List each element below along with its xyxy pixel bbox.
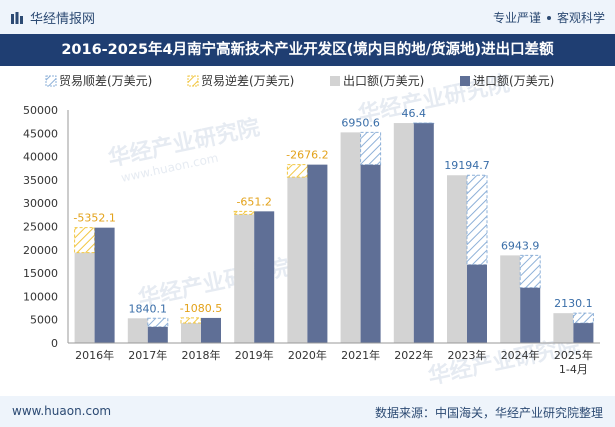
legend-label: 进口额(万美元) bbox=[473, 74, 554, 88]
y-tick-label: 35000 bbox=[23, 174, 58, 187]
y-tick-label: 20000 bbox=[23, 244, 58, 257]
x-axis: 2016年 2017年 2018年 2019年 2020年 2021年 2022年 2023年… bbox=[68, 342, 600, 376]
import-bar bbox=[520, 287, 541, 343]
import-bar bbox=[254, 211, 275, 343]
x-tick-label: 2022年 bbox=[394, 348, 433, 362]
import-bar bbox=[413, 123, 434, 343]
balance-label: -2676.2 bbox=[286, 149, 328, 162]
x-tick-label: 2018年 bbox=[182, 348, 221, 362]
x-tick-label: 2021年 bbox=[341, 348, 380, 362]
balance-label: 6943.9 bbox=[501, 239, 540, 252]
export-bar bbox=[287, 177, 308, 343]
x-tick-label: 2017年 bbox=[128, 348, 167, 362]
x-tick-label: 2025年 1-4月 bbox=[554, 348, 593, 376]
import-bar bbox=[147, 326, 168, 343]
balance-label: 19194.7 bbox=[444, 159, 490, 172]
brand: 华经情报网 bbox=[10, 8, 95, 27]
export-bar bbox=[234, 214, 255, 343]
legend-label: 贸易逆差(万美元) bbox=[201, 73, 294, 88]
separator-dot-icon bbox=[546, 15, 551, 20]
balance-label: 1840.1 bbox=[129, 302, 168, 315]
brand-name: 华经情报网 bbox=[30, 12, 96, 27]
y-tick-label: 40000 bbox=[23, 151, 58, 164]
import-bar bbox=[307, 164, 328, 343]
footer-bar: www.huaon.com 数据来源：中国海关，华经产业研究院整理 bbox=[0, 396, 615, 427]
deficit-bar bbox=[74, 227, 96, 254]
header-tag-1: 专业严谨 bbox=[492, 11, 541, 25]
export-bar bbox=[181, 322, 201, 343]
export-bar bbox=[447, 175, 467, 343]
legend-swatch bbox=[45, 75, 57, 87]
export-bar bbox=[500, 255, 521, 343]
export-bar bbox=[74, 252, 95, 343]
surplus-bar bbox=[360, 131, 382, 166]
legend-label: 贸易顺差(万美元) bbox=[59, 74, 152, 88]
x-tick-label: 2020年 bbox=[288, 348, 327, 362]
bars bbox=[74, 122, 594, 343]
x-tick-label: 2023年 bbox=[448, 348, 487, 362]
surplus-bar bbox=[147, 317, 169, 328]
data-labels: -5352.1 1840.1 -1080.5 -651.2 -2676.2 6950.6 4… bbox=[73, 107, 592, 315]
y-tick-label: 0 bbox=[51, 337, 58, 350]
legend-swatch bbox=[460, 76, 470, 86]
y-tick-label: 5000 bbox=[30, 314, 58, 327]
legend-swatch bbox=[330, 76, 340, 86]
deficit-bar bbox=[233, 210, 255, 215]
balance-label: -651.2 bbox=[236, 195, 271, 208]
chart-title: 2016-2025年4月南宁高新技术产业开发区(境内目的地/货源地)进出口差额 bbox=[0, 34, 615, 66]
surplus-bar bbox=[572, 312, 594, 324]
x-tick-label: 2019年 bbox=[235, 348, 274, 362]
x-tick-label: 2016年 bbox=[75, 348, 114, 362]
x-tick-line: 1-4月 bbox=[559, 363, 588, 376]
brand-logo-icon bbox=[11, 11, 23, 24]
header-tags: 专业严谨 客观科学 bbox=[493, 9, 605, 26]
import-bar bbox=[201, 317, 221, 343]
import-bar bbox=[467, 264, 487, 343]
import-bar bbox=[573, 323, 594, 343]
import-bar bbox=[94, 227, 115, 343]
x-tick-line: 2025年 bbox=[554, 348, 593, 362]
legend-swatch bbox=[187, 75, 199, 87]
top-bar: 华经情报网 专业严谨 客观科学 bbox=[0, 0, 615, 34]
y-axis: 0 5000 10000 15000 20000 25000 30000 35000 40000… bbox=[23, 104, 69, 350]
deficit-bar bbox=[180, 317, 202, 324]
balance-label: 46.4 bbox=[402, 107, 427, 120]
export-bar bbox=[393, 123, 414, 343]
balance-label: -1080.5 bbox=[180, 302, 222, 315]
y-tick-label: 15000 bbox=[23, 267, 58, 280]
import-bar bbox=[360, 164, 381, 343]
chart-svg: 华经产业研究院 www.huaon.com 华经产业研究院 华经产业研究院 华经… bbox=[23, 70, 600, 390]
deficit-bar bbox=[286, 164, 308, 178]
balance-label: -5352.1 bbox=[73, 212, 115, 225]
surplus-bar bbox=[466, 174, 488, 266]
y-tick-label: 50000 bbox=[23, 104, 58, 117]
surplus-bar bbox=[519, 254, 541, 289]
export-bar bbox=[127, 318, 148, 343]
y-tick-label: 30000 bbox=[23, 197, 58, 210]
y-tick-label: 45000 bbox=[23, 127, 58, 140]
export-bar bbox=[553, 313, 574, 343]
balance-label: 6950.6 bbox=[341, 116, 380, 129]
x-tick-label: 2024年 bbox=[501, 348, 540, 362]
legend: 贸易顺差(万美元) 贸易逆差(万美元) 出口额(万美元) 进口额(万美元) bbox=[45, 73, 554, 88]
y-tick-label: 10000 bbox=[23, 290, 58, 303]
export-bar bbox=[340, 132, 361, 343]
header-tag-2: 客观科学 bbox=[556, 11, 605, 25]
legend-label: 出口额(万美元) bbox=[343, 74, 424, 88]
balance-label: 2130.1 bbox=[554, 297, 593, 310]
y-tick-label: 25000 bbox=[23, 221, 58, 234]
footer-website-link[interactable]: www.huaon.com bbox=[12, 404, 112, 418]
footer-source: 数据来源：中国海关，华经产业研究院整理 bbox=[374, 406, 603, 420]
